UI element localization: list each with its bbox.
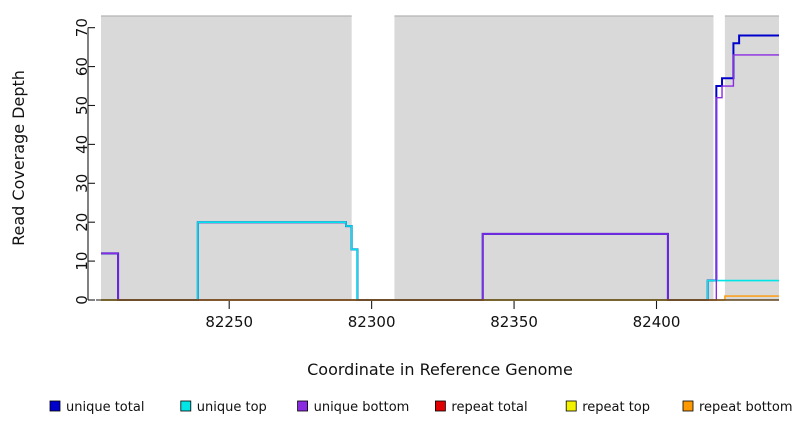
y-tick-label: 60: [73, 57, 91, 76]
legend-item-label: unique bottom: [314, 400, 410, 415]
y-tick-label: 30: [73, 174, 91, 193]
y-axis-title: Read Coverage Depth: [9, 70, 28, 246]
legend-item-label: unique total: [66, 400, 144, 415]
legend-item-label: repeat top: [582, 400, 650, 415]
square-swatch-icon: [434, 400, 446, 412]
shaded-bands-layer: [101, 15, 779, 300]
y-tick-label: 20: [73, 213, 91, 232]
legend-item[interactable]: unique bottom: [297, 400, 410, 415]
square-swatch-icon: [49, 400, 61, 412]
legend-item-label: unique top: [197, 400, 267, 415]
square-swatch-icon: [297, 400, 309, 412]
square-swatch-icon: [180, 400, 192, 412]
x-tick-label: 82300: [348, 313, 396, 331]
shaded-band: [394, 16, 714, 300]
y-tick-label: 10: [73, 252, 91, 271]
square-swatch-icon: [682, 400, 694, 412]
axis-labels-layer: 0 10 20 30 40 50 60 70 82250 82300 82350 82400 Coord…: [9, 18, 680, 379]
shaded-band: [101, 16, 352, 300]
legend-item[interactable]: unique top: [180, 400, 267, 415]
legend-item[interactable]: repeat bottom: [682, 400, 792, 415]
y-tick-label: 0: [73, 295, 91, 305]
x-axis-title: Coordinate in Reference Genome: [307, 360, 573, 379]
legend: unique total unique top unique bottom repea…: [49, 400, 792, 415]
legend-item[interactable]: repeat total: [434, 400, 528, 415]
square-swatch-icon: [565, 400, 577, 412]
series-line-unique-top: [101, 221, 779, 301]
x-tick-label: 82250: [205, 313, 253, 331]
x-tick-label: 82400: [633, 313, 681, 331]
y-tick-label: 70: [73, 18, 91, 37]
x-tick-label: 82350: [490, 313, 538, 331]
legend-item-label: repeat bottom: [699, 400, 792, 415]
legend-item[interactable]: unique total: [49, 400, 144, 415]
y-tick-label: 40: [73, 135, 91, 154]
legend-item-label: repeat total: [451, 400, 527, 415]
axes-layer: [87, 27, 779, 309]
legend-item[interactable]: repeat top: [565, 400, 650, 415]
y-tick-label: 50: [73, 96, 91, 115]
